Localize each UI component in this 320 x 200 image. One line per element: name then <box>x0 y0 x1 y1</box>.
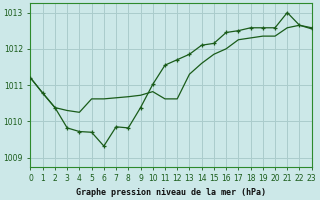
X-axis label: Graphe pression niveau de la mer (hPa): Graphe pression niveau de la mer (hPa) <box>76 188 266 197</box>
